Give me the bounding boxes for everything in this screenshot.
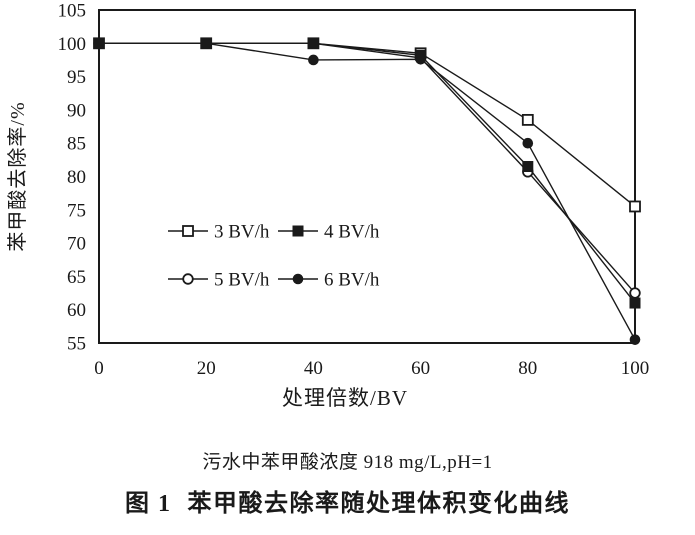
legend-label-6-bv-h: 6 BV/h (324, 270, 380, 291)
caption-conditions: 污水中苯甲酸浓度 918 mg/L,pH=1 (202, 452, 493, 473)
series-marker-5-bv-h (629, 287, 641, 299)
series-marker-6-bv-h (93, 38, 105, 49)
legend-marker-6-bv-h (292, 273, 304, 285)
y-tick-label: 90 (67, 100, 86, 121)
legend-marker-5-bv-h (182, 273, 194, 285)
series-marker-6-bv-h (629, 334, 641, 345)
legend-label-3-bv-h: 3 BV/h (214, 222, 270, 243)
y-tick-label: 65 (67, 267, 86, 288)
x-axis-title: 处理倍数/BV (282, 386, 408, 410)
figure-caption: 图 1 苯甲酸去除率随处理体积变化曲线 (0, 483, 695, 518)
series-line-5-bv-h (99, 42, 636, 294)
series-marker-3-bv-h (521, 113, 534, 126)
y-tick-label: 80 (67, 167, 86, 188)
y-tick-label: 55 (67, 334, 86, 355)
x-tick-label: 40 (304, 358, 323, 379)
series-marker-6-bv-h (308, 54, 319, 66)
x-tick-label: 100 (621, 358, 650, 379)
series-marker-6-bv-h (522, 137, 534, 149)
legend-label-5-bv-h: 5 BV/h (214, 270, 270, 291)
y-tick-label: 95 (67, 67, 86, 88)
series-marker-6-bv-h (200, 38, 212, 49)
y-tick-label: 105 (58, 1, 87, 22)
series-marker-6-bv-h (415, 53, 426, 65)
y-tick-label: 75 (67, 200, 86, 221)
x-tick-label: 20 (197, 358, 216, 379)
legend-label-4-bv-h: 4 BV/h (324, 222, 380, 243)
x-tick-label: 80 (518, 358, 537, 379)
series-line-4-bv-h (99, 42, 636, 304)
y-tick-label: 85 (67, 134, 86, 155)
figure-number: 图 1 (125, 491, 172, 517)
y-tick-label: 100 (58, 34, 87, 55)
series-line-3-bv-h (99, 42, 636, 208)
series-marker-3-bv-h (629, 200, 641, 213)
chart-canvas: 55 60 65 70 75 80 85 90 95 100 105 0 20 40 60 80 100 苯甲酸去… (6, 1, 650, 411)
y-tick-label: 70 (67, 234, 86, 255)
series-marker-4-bv-h (307, 37, 319, 49)
legend-marker-3-bv-h (182, 225, 194, 237)
x-tick-label: 0 (94, 358, 104, 379)
y-tick-label: 60 (67, 300, 86, 321)
plot-frame (98, 9, 636, 344)
series-marker-4-bv-h (629, 297, 641, 309)
figure-title: 苯甲酸去除率随处理体积变化曲线 (187, 491, 570, 517)
x-tick-label: 60 (411, 358, 430, 379)
series-marker-4-bv-h (522, 161, 534, 173)
series-line-6-bv-h (99, 42, 636, 341)
y-axis-title: 苯甲酸去除率/% (6, 101, 29, 251)
legend-marker-4-bv-h (292, 225, 304, 237)
